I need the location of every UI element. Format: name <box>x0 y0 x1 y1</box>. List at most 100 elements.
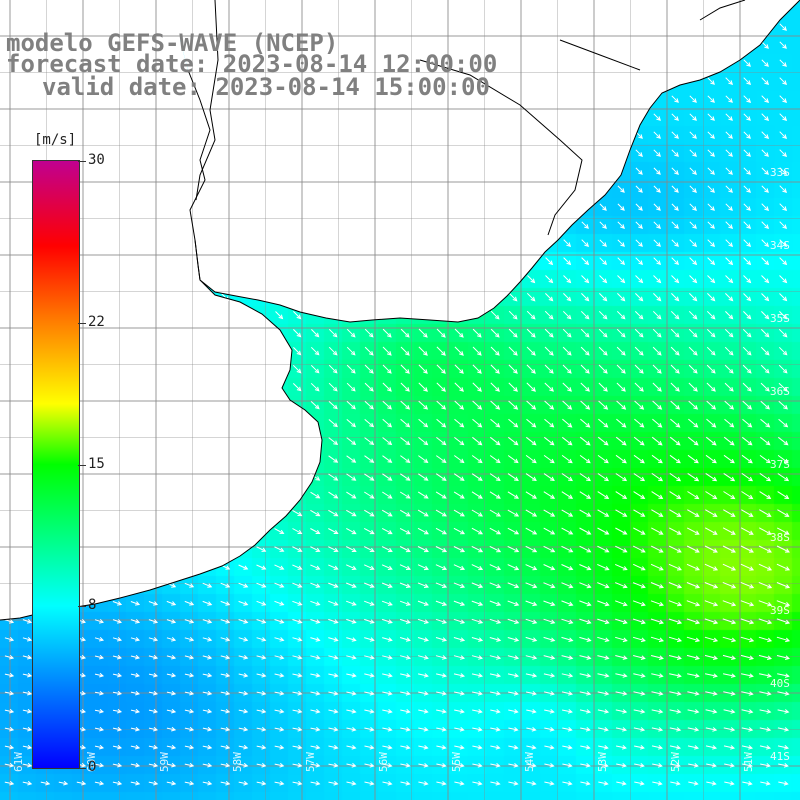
wind-arrow <box>743 131 751 139</box>
wind-arrow <box>346 419 356 428</box>
wind-arrow <box>760 364 770 374</box>
wind-arrow <box>779 23 787 31</box>
wind-arrow <box>722 527 736 535</box>
argentina-land <box>0 40 322 620</box>
wind-arrow <box>543 618 556 624</box>
wind-arrow <box>274 619 285 624</box>
wind-arrow <box>346 780 357 786</box>
wind-arrow <box>598 382 608 392</box>
wind-arrow <box>184 654 195 660</box>
wind-arrow <box>671 203 679 211</box>
wind-arrow <box>453 564 466 571</box>
wind-arrow <box>725 77 734 86</box>
wind-arrow <box>292 619 303 624</box>
wind-arrow <box>742 781 753 786</box>
wind-arrow <box>399 509 411 517</box>
wind-arrow <box>651 472 664 482</box>
wind-arrow <box>508 763 519 768</box>
wind-arrow <box>310 364 320 374</box>
wind-arrow <box>706 400 717 410</box>
wind-arrow <box>562 328 572 338</box>
wind-arrow <box>454 691 465 696</box>
wind-arrow <box>202 600 213 606</box>
wind-arrow <box>436 364 446 374</box>
wind-arrow <box>777 509 790 517</box>
wind-arrow <box>256 780 267 786</box>
wind-arrow <box>742 346 752 356</box>
wind-arrow <box>256 546 267 552</box>
wind-arrow <box>436 418 447 428</box>
wind-arrow <box>399 546 411 553</box>
wind-arrow <box>635 257 644 266</box>
wind-arrow <box>707 221 715 229</box>
wind-arrow <box>220 600 231 606</box>
wind-arrow <box>544 709 555 714</box>
wind-arrow <box>418 727 429 732</box>
wind-arrow <box>454 400 465 410</box>
wind-arrow <box>472 709 483 714</box>
wind-arrow <box>454 709 465 714</box>
wind-arrow <box>617 257 626 266</box>
wind-arrow <box>686 654 701 660</box>
wind-arrow <box>418 781 429 786</box>
wind-arrow <box>615 473 628 482</box>
forecast-date: forecast date: 2023-08-14 12:00:00 <box>6 50 498 78</box>
wind-arrow <box>418 709 429 714</box>
wind-arrow <box>382 346 392 356</box>
wind-arrow <box>508 346 518 356</box>
wind-arrow <box>687 491 700 500</box>
wind-arrow <box>615 709 628 714</box>
wind-arrow <box>238 564 249 570</box>
wind-arrow <box>130 762 141 768</box>
wind-arrow <box>723 691 736 696</box>
wind-arrow <box>581 275 590 284</box>
wind-arrow <box>346 509 357 517</box>
wind-arrow <box>650 582 664 589</box>
wind-arrow <box>202 672 213 678</box>
wind-arrow <box>238 672 249 678</box>
wind-arrow <box>58 780 69 786</box>
wind-arrow <box>759 709 772 714</box>
wind-arrow <box>310 691 321 696</box>
wind-arrow <box>670 400 681 410</box>
wind-arrow <box>597 727 609 732</box>
wind-arrow <box>670 328 680 338</box>
wind-arrow <box>453 673 466 678</box>
wind-arrow <box>597 582 610 589</box>
wind-arrow <box>723 745 736 750</box>
wind-arrow <box>688 400 699 410</box>
latitude-label: 36S <box>770 385 790 398</box>
wind-arrow <box>689 257 698 266</box>
wind-arrow <box>758 545 772 553</box>
wind-arrow <box>777 673 790 678</box>
wind-arrow <box>653 221 661 229</box>
wind-arrow <box>490 328 500 338</box>
wind-arrow <box>382 745 393 750</box>
wind-arrow <box>543 527 556 535</box>
wind-arrow <box>777 691 790 696</box>
wind-arrow <box>668 600 683 607</box>
wind-arrow <box>761 275 770 284</box>
wind-arrow <box>615 509 628 517</box>
colorbar-gradient <box>32 160 80 769</box>
wind-arrow <box>543 600 556 607</box>
wind-arrow <box>112 601 123 606</box>
wind-arrow <box>418 745 429 750</box>
wind-arrow <box>507 473 519 481</box>
wind-arrow <box>418 437 429 446</box>
wind-arrow <box>652 418 663 428</box>
wind-arrow <box>274 780 285 786</box>
wind-arrow <box>454 328 464 338</box>
wind-arrow <box>525 473 537 481</box>
wind-arrow <box>202 582 213 588</box>
wind-arrow <box>707 167 715 175</box>
wind-arrow <box>274 582 285 588</box>
wind-arrow <box>4 672 15 678</box>
wind-arrow <box>400 455 411 464</box>
wind-arrow <box>669 709 682 714</box>
wind-arrow <box>435 473 447 481</box>
wind-arrow <box>345 564 357 570</box>
wind-arrow <box>671 113 679 121</box>
wind-arrow <box>508 727 519 732</box>
